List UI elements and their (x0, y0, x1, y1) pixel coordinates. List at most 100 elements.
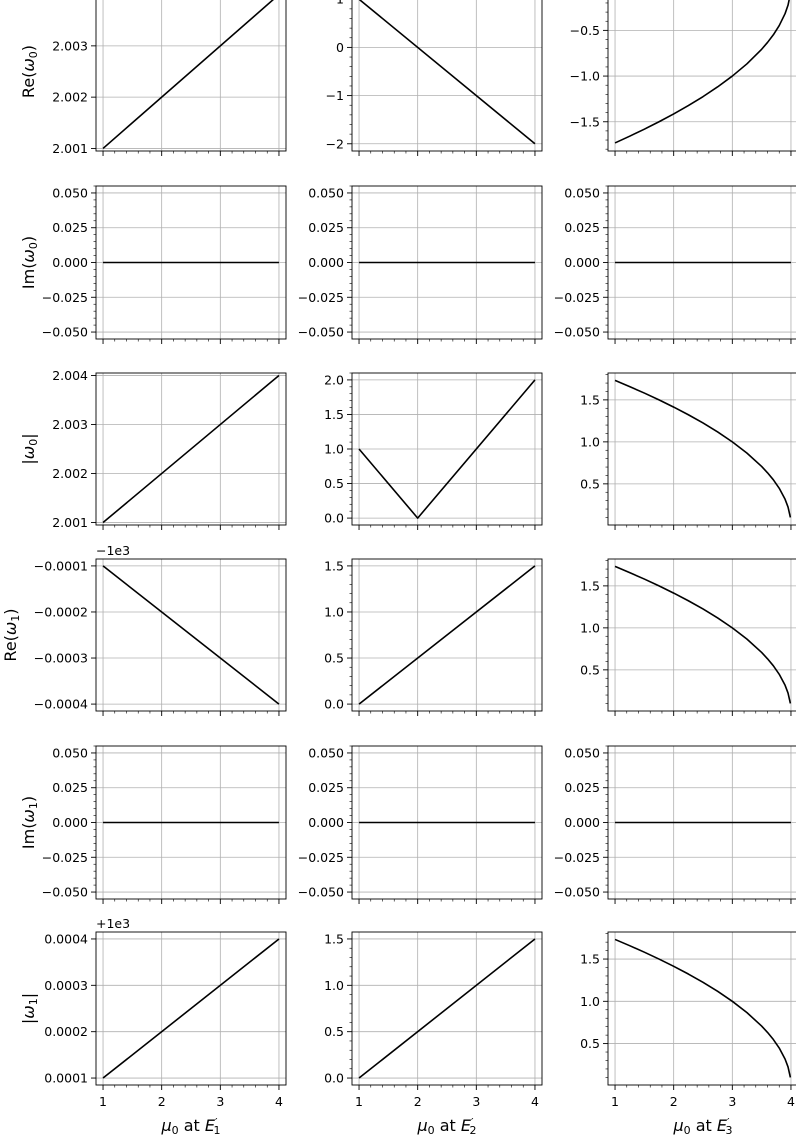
y-axis-label: Re(ω0) (19, 45, 40, 98)
y-tick-label: −0.050 (298, 325, 344, 340)
axes-frame (351, 745, 543, 900)
y-tick-label: −0.050 (42, 325, 88, 340)
axes-frame (95, 558, 287, 712)
subplot-r0c1: −2 −1 0 1 (326, 0, 543, 156)
y-tick-label: 0.5 (324, 1024, 344, 1039)
axes-frame (607, 931, 796, 1086)
subplot-r3c2: 0.5 1.0 1.5 (580, 558, 796, 716)
y-tick-label: −0.025 (554, 290, 600, 305)
y-tick-label: 1.0 (324, 442, 344, 457)
series-line (614, 565, 792, 704)
y-tick-label: −0.050 (554, 885, 600, 900)
y-axis-label: Im(ω1) (19, 796, 40, 849)
axes-frame (95, 745, 287, 900)
x-tick-label: 1 (99, 1094, 107, 1109)
series-line (358, 565, 536, 705)
y-tick-label: 0.0 (324, 511, 344, 526)
y-tick-label: 0.0004 (44, 931, 88, 946)
y-tick-label: 0.025 (308, 780, 344, 795)
y-tick-label: −2 (326, 136, 344, 151)
y-tick-label: 1.5 (580, 392, 600, 407)
subplot-r0c2: −1.5 −1.0 −0.5 (570, 0, 796, 156)
axes-frame (607, 745, 796, 900)
y-tick-label: −1 (326, 88, 344, 103)
axes-frame (351, 931, 543, 1086)
y-tick-label: −1.5 (570, 114, 600, 129)
y-tick-label: 2.0 (324, 372, 344, 387)
y-tick-label: 0.050 (308, 745, 344, 760)
y-tick-label: 0.5 (580, 476, 600, 491)
y-tick-label: 0.5 (580, 1036, 600, 1051)
y-tick-label: 0.025 (52, 220, 88, 235)
y-tick-label: −0.025 (298, 290, 344, 305)
y-tick-label: 2.003 (52, 417, 88, 432)
subplot-r3c0: −0.0004 −0.0003 −0.0002 −0.0001 −1e3 Re(ω1) (1, 543, 287, 716)
subplot-r5c1: 0.0 0.5 1.0 1.5 1 2 3 4 μ0 at E′ 2 (324, 931, 543, 1137)
y-tick-label: −0.0004 (34, 697, 88, 712)
subplot-r2c0: 2.001 2.002 2.003 2.004 |ω0| (19, 368, 287, 530)
x-axis-label: μ0 at E′ 1 (160, 1116, 220, 1137)
x-tick-label: 1 (355, 1094, 363, 1109)
y-tick-label: 0.0002 (44, 1024, 88, 1039)
y-tick-label: 0 (336, 40, 344, 55)
y-tick-label: 0.5 (324, 651, 344, 666)
y-tick-label: 2.001 (52, 515, 88, 530)
y-tick-label: 1.5 (580, 578, 600, 593)
y-tick-label: 0.000 (308, 255, 344, 270)
y-tick-label: −0.050 (298, 885, 344, 900)
y-tick-label: 0.000 (564, 815, 600, 830)
y-tick-label: 0.0001 (44, 1071, 88, 1086)
y-tick-label: −0.0003 (34, 651, 88, 666)
y-tick-label: −0.0002 (34, 604, 88, 619)
y-tick-label: 1.5 (324, 931, 344, 946)
y-tick-label: 0.5 (580, 662, 600, 677)
y-tick-label: 1.0 (580, 620, 600, 635)
y-tick-label: 1.0 (580, 434, 600, 449)
y-tick-label: 0.000 (52, 815, 88, 830)
y-tick-label: 2.002 (52, 466, 88, 481)
subplot-r1c1: −0.050 −0.025 0.000 0.025 0.050 (298, 185, 543, 344)
series-line (614, 379, 792, 518)
x-tick-label: 4 (787, 1094, 795, 1109)
axes-frame (351, 558, 543, 712)
axes-frame (351, 185, 543, 340)
series-line (358, 938, 536, 1079)
y-tick-label: 1.5 (580, 952, 600, 967)
series-line (614, 938, 792, 1078)
y-tick-label: 0.050 (564, 185, 600, 200)
axes-frame (607, 372, 796, 526)
y-tick-label: −0.050 (42, 885, 88, 900)
subplot-r1c2: −0.050 −0.025 0.000 0.025 0.050 (554, 185, 796, 344)
axes-frame (95, 185, 287, 340)
y-tick-label: 0.050 (52, 185, 88, 200)
y-tick-label: 0.0 (324, 697, 344, 712)
y-axis-label: Im(ω0) (19, 236, 40, 289)
subplot-r0c0: 2.001 2.002 2.003 2.004 Re(ω0) (19, 0, 287, 156)
subplot-r5c0: 0.0001 0.0002 0.0003 0.0004 +1e3 |ω1| 1 2 3 4 μ0 a… (19, 916, 287, 1137)
subplot-r4c1: −0.050 −0.025 0.000 0.025 0.050 (298, 745, 543, 904)
y-axis-label: |ω1| (19, 993, 40, 1024)
axes-frame (607, 0, 796, 152)
subplot-r2c1: 0.0 0.5 1.0 1.5 2.0 (324, 372, 543, 530)
y-tick-label: 0.025 (564, 220, 600, 235)
y-tick-label: 0.000 (564, 255, 600, 270)
axes-frame (351, 372, 543, 526)
x-tick-label: 3 (472, 1094, 480, 1109)
y-tick-label: 0.0003 (44, 978, 88, 993)
y-tick-label: 0.050 (564, 745, 600, 760)
x-tick-label: 2 (414, 1094, 422, 1109)
y-tick-label: 1.0 (324, 978, 344, 993)
series-line (102, 565, 280, 705)
y-tick-label: 1.5 (324, 407, 344, 422)
x-tick-label: 4 (531, 1094, 539, 1109)
y-axis-label: Re(ω1) (1, 608, 22, 661)
subplot-r5c2: 0.5 1.0 1.5 1 2 3 4 μ0 at E′ 3 (580, 931, 796, 1137)
axis-offset-label: −1e3 (96, 543, 130, 558)
y-axis-label: |ω0| (19, 433, 40, 464)
series-line (102, 0, 274, 150)
subplot-r3c1: 0.0 0.5 1.0 1.5 (324, 558, 543, 716)
x-tick-label: 2 (158, 1094, 166, 1109)
x-tick-label: 3 (728, 1094, 736, 1109)
axes-frame (95, 372, 287, 526)
